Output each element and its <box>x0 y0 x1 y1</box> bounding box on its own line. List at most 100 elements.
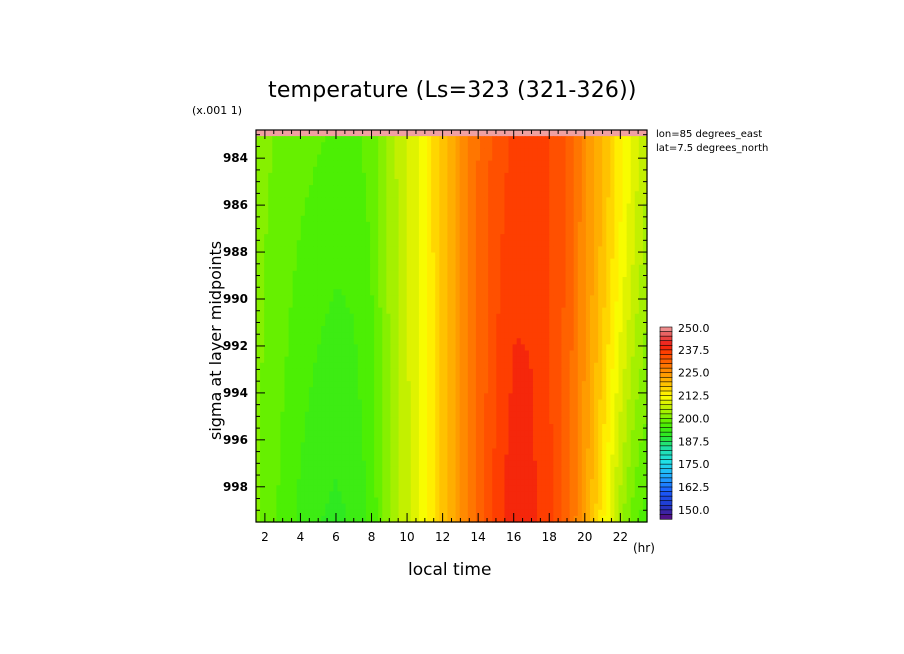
field-cell <box>317 436 322 443</box>
field-cell <box>394 179 400 186</box>
field-cell <box>532 160 538 168</box>
field-cell <box>614 179 620 186</box>
field-cell <box>414 332 420 339</box>
field-cell <box>337 326 343 333</box>
field-cell <box>585 338 591 345</box>
field-cell <box>361 387 367 394</box>
field-cell <box>606 313 611 321</box>
field-cell <box>626 277 632 284</box>
field-cell <box>463 160 469 168</box>
field-cell <box>333 393 339 401</box>
field-cell <box>638 228 644 235</box>
field-cell <box>276 301 282 309</box>
field-cell <box>394 203 400 211</box>
field-cell <box>280 356 286 364</box>
field-cell <box>565 387 571 394</box>
field-cell <box>414 197 420 205</box>
field-cell <box>288 277 294 284</box>
field-cell <box>638 136 644 143</box>
field-cell <box>463 179 469 186</box>
field-cell <box>418 411 424 419</box>
field-cell <box>406 393 412 401</box>
field-cell <box>455 332 461 339</box>
field-cell <box>374 301 379 309</box>
field-cell <box>268 221 273 229</box>
field-cell <box>353 417 359 425</box>
field-cell <box>427 203 432 211</box>
field-cell <box>382 154 387 162</box>
field-cell <box>634 387 640 394</box>
field-cell <box>585 411 591 419</box>
field-cell <box>361 381 367 388</box>
field-cell <box>394 277 400 284</box>
field-cell <box>524 209 530 217</box>
field-cell <box>276 436 282 443</box>
field-cell <box>272 442 277 450</box>
field-cell <box>492 258 497 266</box>
field-cell <box>288 350 294 358</box>
field-cell <box>528 246 534 254</box>
field-cell <box>532 387 538 394</box>
field-cell <box>386 221 391 229</box>
field-cell <box>276 185 282 192</box>
field-cell <box>382 234 387 241</box>
field-cell <box>581 172 587 180</box>
field-cell <box>313 197 318 205</box>
field-cell <box>357 350 363 358</box>
field-cell <box>614 136 620 143</box>
field-cell <box>276 424 282 431</box>
field-cell <box>455 295 461 303</box>
field-cell <box>537 319 542 327</box>
field-cell <box>459 197 465 205</box>
field-cell <box>333 191 339 198</box>
field-cell <box>292 381 298 388</box>
field-cell <box>394 228 400 235</box>
field-cell <box>427 307 432 315</box>
field-cell <box>382 356 387 364</box>
field-cell <box>606 136 611 143</box>
field-cell <box>496 252 501 260</box>
field-cell <box>296 209 302 217</box>
field-cell <box>618 221 624 229</box>
field-cell <box>321 399 326 407</box>
field-cell <box>288 264 294 272</box>
field-cell <box>622 172 628 180</box>
field-cell <box>467 228 473 235</box>
field-cell <box>365 399 371 407</box>
field-cell <box>333 295 339 303</box>
field-cell <box>630 130 636 137</box>
field-cell <box>455 356 461 364</box>
field-cell <box>492 350 497 358</box>
field-cell <box>439 442 444 450</box>
field-cell <box>341 307 347 315</box>
field-cell <box>431 142 436 149</box>
field-cell <box>500 430 506 437</box>
field-cell <box>422 246 428 254</box>
field-cell <box>577 136 583 143</box>
field-cell <box>443 185 449 192</box>
field-cell <box>541 381 546 388</box>
field-cell <box>443 375 449 382</box>
field-cell <box>329 258 334 266</box>
field-cell <box>492 130 497 137</box>
field-cell <box>402 405 408 413</box>
field-cell <box>549 185 554 192</box>
field-cell <box>451 148 457 156</box>
field-cell <box>382 203 387 211</box>
field-cell <box>264 350 269 358</box>
field-cell <box>382 166 387 174</box>
field-cell <box>496 234 501 241</box>
field-cell <box>398 319 404 327</box>
field-cell <box>475 246 481 254</box>
field-cell <box>488 313 493 321</box>
field-cell <box>435 258 440 266</box>
field-cell <box>321 142 326 149</box>
field-cell <box>488 160 493 168</box>
field-cell <box>471 411 477 419</box>
field-cell <box>455 197 461 205</box>
field-cell <box>378 154 383 162</box>
field-cell <box>471 142 477 149</box>
field-cell <box>524 368 530 376</box>
field-cell <box>313 240 318 247</box>
field-cell <box>541 258 546 266</box>
